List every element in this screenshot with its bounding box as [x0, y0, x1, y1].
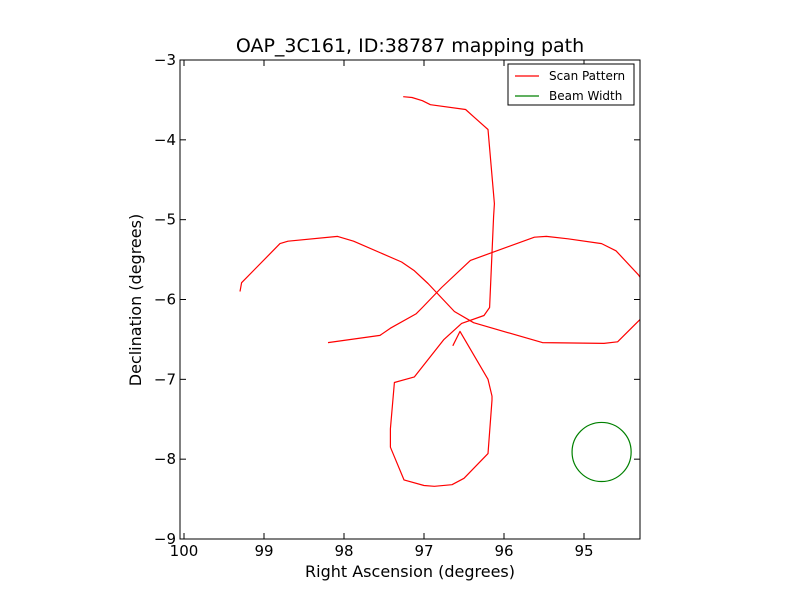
y-tick-label: −6 [154, 291, 176, 309]
legend-label-scan-pattern: Scan Pattern [549, 69, 625, 83]
y-tick-label: −3 [154, 51, 176, 69]
series-beam-width-circle [571, 421, 632, 483]
x-tick-label: 97 [414, 542, 433, 560]
y-axis-label: Declination (degrees) [126, 214, 145, 386]
legend-label-beam-width: Beam Width [549, 89, 622, 103]
x-tick-label: 100 [170, 542, 199, 560]
legend: Scan Pattern Beam Width [507, 63, 635, 106]
axis-ticks: 100 99 98 97 96 95 −9 −8 −7 −6 −5 −4 −3 [154, 51, 640, 560]
y-tick-label: −4 [154, 131, 176, 149]
chart-title: OAP_3C161, ID:38787 mapping path [236, 35, 584, 57]
plot-marks [239, 96, 640, 487]
plot-area [180, 60, 640, 539]
series-scan-pattern-line-0 [239, 235, 640, 344]
x-tick-label: 98 [334, 542, 353, 560]
x-tick-label: 99 [254, 542, 273, 560]
legend-frame [507, 63, 635, 106]
y-tick-label: −5 [154, 211, 176, 229]
series-scan-pattern-line-1 [389, 96, 495, 487]
x-tick-label: 96 [494, 542, 513, 560]
y-tick-label: −8 [154, 450, 176, 468]
x-tick-label: 95 [574, 542, 593, 560]
x-axis-label: Right Ascension (degrees) [305, 562, 515, 581]
y-tick-label: −9 [154, 530, 176, 548]
y-tick-label: −7 [154, 370, 176, 388]
